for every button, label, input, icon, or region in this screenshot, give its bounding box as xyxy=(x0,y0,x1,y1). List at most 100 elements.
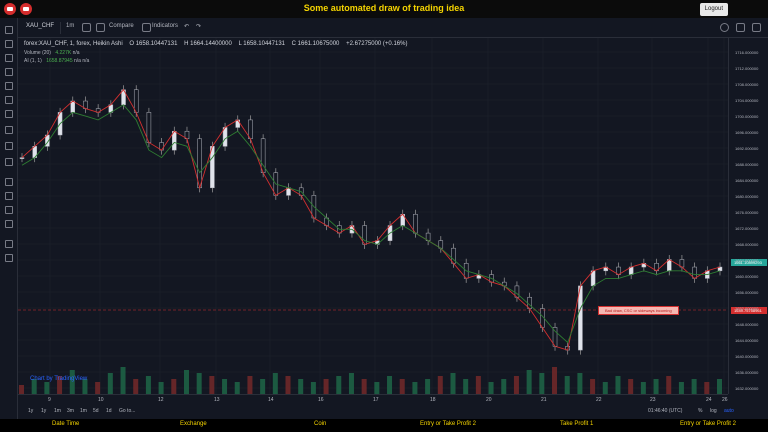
price-tick-label: 1664.000000 xyxy=(735,258,759,263)
volume-bar xyxy=(272,373,278,394)
percent-toggle[interactable]: % xyxy=(698,408,703,414)
price-tick-label: 1688.000000 xyxy=(735,162,759,167)
drawing-toolbar xyxy=(0,18,18,432)
volume-bar xyxy=(234,382,240,394)
text-icon[interactable] xyxy=(5,82,13,90)
footer-tab[interactable]: Take Profit 1 xyxy=(560,421,594,427)
time-tick-label: 23 xyxy=(650,397,656,403)
trade-annotation[interactable]: Bad draw, CSC or sideways incoming xyxy=(598,306,679,315)
chart-style-icon[interactable] xyxy=(82,23,91,32)
timeframe-button[interactable]: 1d xyxy=(106,408,112,414)
time-tick-label: 10 xyxy=(98,397,104,403)
undo-icon[interactable]: ↶ xyxy=(184,24,190,30)
interval-button[interactable]: 1m xyxy=(66,23,75,29)
price-tick-label: 1684.000000 xyxy=(735,178,759,183)
volume-label[interactable]: Volume (20) xyxy=(24,50,51,56)
menu-icon[interactable] xyxy=(20,3,32,15)
legend-open: O 1658.10447131 xyxy=(129,41,178,47)
trash-icon[interactable] xyxy=(5,254,13,262)
volume-bar xyxy=(310,382,316,394)
zoom-icon[interactable] xyxy=(5,158,13,166)
fib-icon[interactable] xyxy=(5,110,13,118)
candle-body xyxy=(578,285,583,351)
auto-toggle[interactable]: auto xyxy=(724,408,734,414)
price-tick-label: 1656.000000 xyxy=(735,290,759,295)
compare-button[interactable]: Compare xyxy=(109,23,134,29)
utc-clock[interactable]: 01:46:40 (UTC) xyxy=(648,408,683,414)
volume-bar xyxy=(183,370,189,394)
stay-drawing-icon[interactable] xyxy=(5,192,13,200)
settings-icon[interactable] xyxy=(720,23,729,32)
redo-icon[interactable]: ↷ xyxy=(196,24,202,30)
timeframe-button[interactable]: 1y xyxy=(28,408,34,414)
timeframe-button[interactable]: Go to... xyxy=(119,408,136,414)
hide-icon[interactable] xyxy=(5,220,13,228)
symbol-search[interactable]: XAU_CHF xyxy=(26,23,55,29)
volume-bar xyxy=(336,376,342,394)
fullscreen-icon[interactable] xyxy=(736,23,745,32)
chart-pane[interactable]: forex:XAU_CHF, 1, forex, Heikin Ashi O 1… xyxy=(18,38,728,394)
timeframe-button[interactable]: 1y xyxy=(41,408,47,414)
log-toggle[interactable]: log xyxy=(710,408,717,414)
legend-close: C 1661.10675000 xyxy=(291,41,340,47)
price-tick-label: 1632.000000 xyxy=(735,386,759,391)
time-tick-label: 26 xyxy=(722,397,728,403)
layers-icon[interactable] xyxy=(5,240,13,248)
pattern-icon[interactable] xyxy=(5,96,13,104)
logout-button[interactable]: Logout xyxy=(699,3,728,16)
price-axis[interactable]: 1661.10899293 1649.75758961 1716.000000 1… xyxy=(728,38,768,394)
time-tick-label: 9 xyxy=(48,397,51,403)
volume-bar xyxy=(463,379,469,394)
footer-tab[interactable]: Date Time xyxy=(52,421,80,427)
price-tick-label: 1708.000000 xyxy=(735,82,759,87)
magnet-icon[interactable] xyxy=(5,178,13,186)
indicators-button[interactable]: Indicators xyxy=(152,23,179,29)
volume-bar xyxy=(704,382,710,394)
time-axis[interactable]: 9 10 12 13 14 16 17 18 20 21 22 23 24 26 xyxy=(18,394,728,406)
timeframe-button[interactable]: 1m xyxy=(80,408,87,414)
price-tick-label: 1680.000000 xyxy=(735,194,759,199)
volume-bar xyxy=(475,376,481,394)
volume-bar xyxy=(640,382,646,394)
price-chart[interactable] xyxy=(18,38,728,394)
chart-toolbar: XAU_CHF 1m Compare Indicators ↶ ↷ xyxy=(18,18,768,38)
indicators-icon[interactable] xyxy=(142,23,151,32)
trendline-icon[interactable] xyxy=(5,40,13,48)
time-tick-label: 20 xyxy=(486,397,492,403)
price-tick-label: 1672.000000 xyxy=(735,226,759,231)
price-tick-label: 1716.000000 xyxy=(735,50,759,55)
volume-bar xyxy=(539,373,545,394)
footer-tab[interactable]: Entry or Take Profit 2 xyxy=(680,421,736,427)
footer-tab[interactable]: Exchange xyxy=(180,421,207,427)
crosshair-icon[interactable] xyxy=(5,26,13,34)
ai-legend: AI (1, 1) 1658.87945 n/a n/a xyxy=(24,58,89,64)
ai-label[interactable]: AI (1, 1) xyxy=(24,58,42,64)
legend-series-name[interactable]: forex:XAU_CHF, 1, forex, Heikin Ashi xyxy=(24,41,123,47)
price-tick-label: 1660.000000 xyxy=(735,274,759,279)
ai-value: 1658.87945 xyxy=(46,58,73,64)
brush-icon[interactable] xyxy=(5,68,13,76)
volume-bar xyxy=(602,382,608,394)
tradingview-watermark[interactable]: Chart by TradingView xyxy=(30,376,88,382)
price-tick-label: 1668.000000 xyxy=(735,242,759,247)
price-tick-label: 1712.000000 xyxy=(735,66,759,71)
footer-tabs: Date Time Exchange Coin Entry or Take Profi… xyxy=(0,419,768,432)
home-icon[interactable] xyxy=(4,3,16,15)
measure-icon[interactable] xyxy=(5,142,13,150)
pitchfork-icon[interactable] xyxy=(5,54,13,62)
footer-tab[interactable]: Coin xyxy=(314,421,327,427)
snapshot-icon[interactable] xyxy=(752,23,761,32)
timeframe-button[interactable]: 1m xyxy=(54,408,61,414)
candle-body xyxy=(19,157,25,159)
volume-bar xyxy=(69,370,75,394)
volume-bar xyxy=(120,367,126,394)
footer-tab[interactable]: Entry or Take Profit 2 xyxy=(420,421,476,427)
compare-icon[interactable] xyxy=(96,23,105,32)
lock-icon[interactable] xyxy=(5,206,13,214)
timeframe-button[interactable]: 3m xyxy=(67,408,74,414)
volume-bar xyxy=(577,373,583,394)
timeframe-button[interactable]: 5d xyxy=(93,408,99,414)
price-tick-label: 1652.000000 xyxy=(735,306,759,311)
back-arrow-icon[interactable] xyxy=(5,126,13,134)
volume-bar xyxy=(222,379,228,394)
